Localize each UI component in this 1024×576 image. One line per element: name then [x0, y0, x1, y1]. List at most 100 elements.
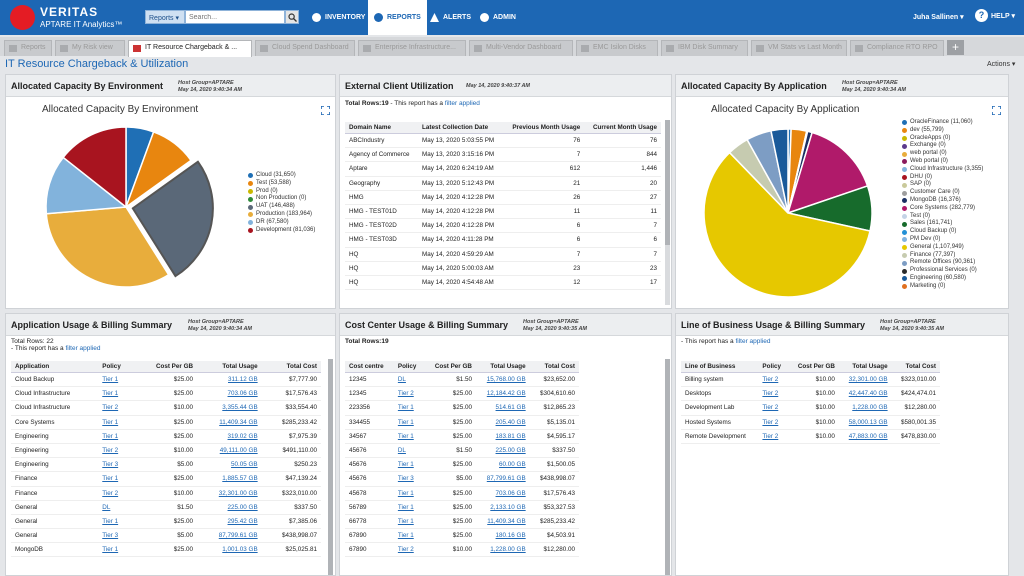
legend-item-exchange[interactable]: Exchange (0) — [902, 142, 983, 150]
pie-slice-engineering[interactable] — [770, 128, 789, 214]
panel-title[interactable]: Allocated Capacity By Application — [681, 81, 827, 91]
column-header-cost-centre[interactable]: Cost centre — [345, 361, 394, 373]
cell-policy[interactable]: Tier 2 — [393, 386, 425, 402]
cell-total-usage[interactable]: 183.81 GB — [475, 429, 530, 444]
legend-item-core-systems[interactable]: Core Systems (282,779) — [902, 205, 983, 213]
column-header-total-usage[interactable]: Total Usage — [475, 361, 530, 373]
pie-slice-uat[interactable] — [131, 160, 214, 278]
column-header-cost-per-gb[interactable]: Cost Per GB — [424, 361, 476, 373]
pie-slice-core-systems[interactable] — [786, 131, 869, 215]
cell-total-usage[interactable]: 47,883.00 GB — [838, 429, 892, 444]
cell-total-usage[interactable]: 205.40 GB — [475, 415, 530, 430]
cell-total-usage[interactable]: 58,000.13 GB — [838, 415, 892, 430]
tab-cloud-spend-dashboard[interactable]: Cloud Spend Dashboard — [255, 40, 355, 56]
cell-total-usage[interactable]: 60.00 GB — [475, 457, 530, 473]
expand-icon[interactable] — [321, 106, 330, 115]
cell-total-usage[interactable]: 42,447.40 GB — [838, 386, 892, 402]
panel-title[interactable]: Cost Center Usage & Billing Summary — [345, 320, 509, 330]
cell-policy[interactable]: DL — [98, 500, 135, 515]
cell-policy[interactable]: Tier 1 — [98, 514, 135, 530]
cell-total-usage[interactable]: 225.00 GB — [475, 443, 530, 459]
cell-policy[interactable]: Tier 2 — [758, 429, 789, 444]
pie-slice-development[interactable] — [62, 126, 127, 209]
legend-item-general[interactable]: General (1,107,949) — [902, 244, 983, 252]
cell-policy[interactable]: Tier 3 — [98, 457, 135, 473]
table-scrollbar[interactable] — [665, 359, 670, 575]
legend-item-mongodb[interactable]: MongoDB (16,376) — [902, 197, 983, 205]
legend-item-dhu[interactable]: DHU (0) — [902, 174, 983, 182]
scrollbar-thumb[interactable] — [328, 359, 333, 575]
cell-policy[interactable]: Tier 2 — [98, 400, 135, 416]
cell-policy[interactable]: Tier 3 — [98, 528, 135, 544]
cell-total-usage[interactable]: 49,111.00 GB — [197, 443, 262, 459]
legend-item-cloud-infrastructure[interactable]: Cloud Infrastructure (3,355) — [902, 166, 983, 174]
cell-policy[interactable]: Tier 2 — [758, 372, 789, 388]
cell-policy[interactable]: Tier 2 — [758, 400, 789, 416]
cell-policy[interactable]: Tier 1 — [393, 486, 425, 501]
cell-policy[interactable]: Tier 2 — [758, 386, 789, 402]
filter-applied-link[interactable]: filter applied — [444, 100, 480, 107]
cell-policy[interactable]: Tier 1 — [393, 415, 425, 430]
expand-icon[interactable] — [992, 106, 1001, 115]
cell-total-usage[interactable]: 703.06 GB — [475, 486, 530, 501]
cell-total-usage[interactable]: 50.05 GB — [197, 457, 262, 473]
add-tab-button[interactable]: + — [947, 40, 964, 55]
legend-item-remote-offices[interactable]: Remote Offices (90,361) — [902, 259, 983, 267]
cell-policy[interactable]: Tier 1 — [98, 429, 135, 444]
cell-policy[interactable]: Tier 1 — [98, 471, 135, 487]
cell-policy[interactable]: Tier 2 — [758, 415, 789, 430]
column-header-line-of-business[interactable]: Line of Business — [681, 361, 759, 373]
pie-slice-production[interactable] — [45, 206, 170, 288]
cell-total-usage[interactable]: 1,228.00 GB — [475, 542, 530, 558]
search-scope-dropdown[interactable]: Reports ▾ — [145, 10, 185, 24]
column-header-cost-per-gb[interactable]: Cost Per GB — [134, 361, 198, 373]
tab-multi-vendor-dashboard[interactable]: Multi-Vendor Dashboard — [469, 40, 573, 56]
column-header-total-cost[interactable]: Total Cost — [891, 361, 940, 373]
legend-item-cloud-backup[interactable]: Cloud Backup (0) — [902, 228, 983, 236]
tab-enterprise-infrastructure[interactable]: Enterprise Infrastructure... — [358, 40, 466, 56]
cell-policy[interactable]: Tier 3 — [393, 471, 425, 487]
cell-policy[interactable]: Tier 1 — [393, 400, 425, 416]
cell-policy[interactable]: DL — [393, 372, 425, 388]
legend-item-pm-dev[interactable]: PM Dev (0) — [902, 236, 983, 244]
column-header-cost-per-gb[interactable]: Cost Per GB — [788, 361, 839, 373]
column-header-latest-collection-date[interactable]: Latest Collection Date — [418, 122, 504, 134]
cell-total-usage[interactable]: 225.00 GB — [197, 500, 262, 515]
legend-item-oracleapps[interactable]: OracleApps (0) — [902, 135, 983, 143]
cell-total-usage[interactable]: 1,885.57 GB — [197, 471, 262, 487]
cell-policy[interactable]: Tier 1 — [98, 542, 135, 558]
nav-alerts[interactable]: ALERTS — [424, 0, 477, 35]
column-header-total-usage[interactable]: Total Usage — [197, 361, 262, 373]
cell-total-usage[interactable]: 1,001.03 GB — [197, 542, 262, 558]
cell-policy[interactable]: Tier 2 — [98, 486, 135, 501]
legend-item-uat[interactable]: UAT (146,488) — [248, 203, 315, 211]
tab-vm-stats[interactable]: VM Stats vs Last Month — [751, 40, 847, 56]
column-header-application[interactable]: Application — [11, 361, 99, 373]
column-header-policy[interactable]: Policy — [98, 361, 135, 373]
cell-total-usage[interactable]: 32,301.00 GB — [838, 372, 892, 388]
cell-policy[interactable]: DL — [393, 443, 425, 459]
legend-item-non-production[interactable]: Non Production (0) — [248, 195, 315, 203]
column-header-total-cost[interactable]: Total Cost — [261, 361, 321, 373]
legend-item-web-portal[interactable]: Web portal (0) — [902, 158, 983, 166]
legend-item-oraclefinance[interactable]: OracleFinance (11,060) — [902, 119, 983, 127]
pie-slice-test[interactable] — [124, 130, 193, 210]
tab-reports[interactable]: Reports — [4, 40, 52, 56]
legend-item-cloud[interactable]: Cloud (31,650) — [248, 172, 315, 180]
panel-title[interactable]: Allocated Capacity By Environment — [11, 81, 164, 91]
cell-total-usage[interactable]: 311.12 GB — [197, 372, 262, 388]
legend-item-test[interactable]: Test (0) — [902, 213, 983, 221]
tab-compliance-rto-rpo[interactable]: Compliance RTO RPO — [850, 40, 944, 56]
cell-policy[interactable]: Tier 1 — [393, 528, 425, 544]
legend-item-sap[interactable]: SAP (0) — [902, 181, 983, 189]
cell-total-usage[interactable]: 514.61 GB — [475, 400, 530, 416]
filter-applied-link[interactable]: filter applied — [735, 338, 771, 345]
legend-item-finance[interactable]: Finance (77,397) — [902, 252, 983, 260]
search-button[interactable] — [285, 10, 299, 24]
legend-item-professional-services[interactable]: Professional Services (0) — [902, 267, 983, 275]
search-input[interactable] — [185, 10, 285, 24]
cell-total-usage[interactable]: 3,355.44 GB — [197, 400, 262, 416]
legend-item-customer-care[interactable]: Customer Care (0) — [902, 189, 983, 197]
help-menu[interactable]: ? HELP ▾ — [975, 9, 1015, 22]
cell-total-usage[interactable]: 15,768.00 GB — [475, 372, 530, 388]
